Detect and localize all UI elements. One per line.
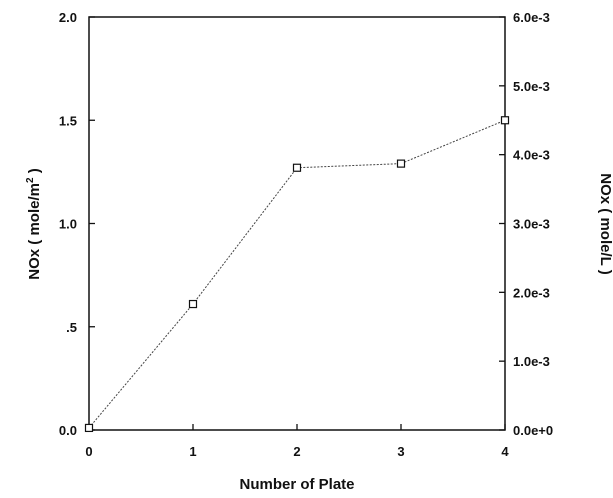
data-point-marker: [86, 424, 93, 431]
data-point-marker: [398, 160, 405, 167]
right-y-tick-label: 1.0e-3: [513, 354, 550, 369]
right-y-axis-ticks: 0.0e+0 1.0e-3 2.0e-3 3.0e-3 4.0e-3 5.0e-3 6.0e…: [499, 10, 553, 438]
data-point-marker: [502, 117, 509, 124]
x-tick-label: 1: [189, 444, 196, 459]
left-y-axis-title: NOx ( mole/m2 ): [25, 168, 43, 279]
data-point-marker: [190, 301, 197, 308]
x-tick-label: 4: [501, 444, 509, 459]
right-y-tick-label: 4.0e-3: [513, 148, 550, 163]
x-axis-title: Number of Plate: [239, 476, 354, 493]
right-y-axis-title: NOx ( mole/L ): [597, 173, 613, 274]
data-point-marker: [294, 164, 301, 171]
plot-frame: [89, 17, 505, 430]
right-y-tick-label: 0.0e+0: [513, 423, 553, 438]
left-y-axis-title-close: ): [26, 168, 43, 177]
left-y-tick-label: 1.5: [59, 113, 77, 128]
left-y-tick-label: 1.0: [59, 217, 77, 232]
right-y-tick-label: 2.0e-3: [513, 285, 550, 300]
x-tick-label: 2: [293, 444, 300, 459]
x-tick-label: 3: [397, 444, 404, 459]
x-tick-label: 0: [85, 444, 92, 459]
left-y-axis-title-main: NOx ( mole/m: [26, 183, 43, 280]
right-y-tick-label: 5.0e-3: [513, 79, 550, 94]
left-y-tick-label: 2.0: [59, 10, 77, 25]
right-y-tick-label: 6.0e-3: [513, 10, 550, 25]
right-y-tick-label: 3.0e-3: [513, 217, 550, 232]
left-y-tick-label: 0.0: [59, 423, 77, 438]
left-y-tick-label: .5: [66, 320, 77, 335]
series-layer: [86, 117, 509, 432]
